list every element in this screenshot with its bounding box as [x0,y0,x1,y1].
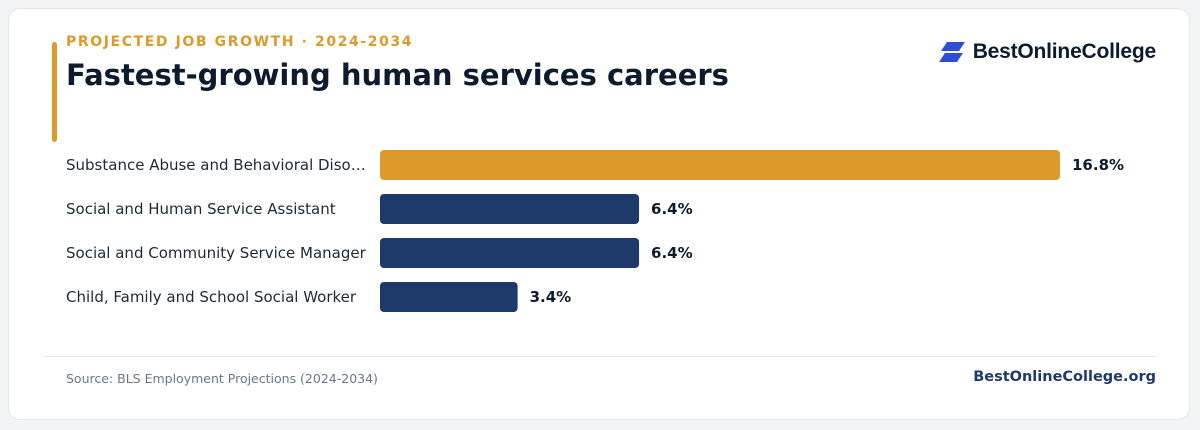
chart-title: Fastest-growing human services careers [66,58,729,92]
bar [380,150,1060,180]
value-label: 3.4% [530,288,572,306]
accent-bar [52,42,57,142]
source-note: Source: BLS Employment Projections (2024… [66,371,378,386]
stacked-parallelogram-icon [938,42,965,62]
category-label: Substance Abuse and Behavioral Diso… [66,156,366,174]
value-label: 6.4% [651,244,693,262]
category-label: Social and Community Service Manager [66,244,367,262]
brand-logo[interactable]: BestOnlineCollege [938,40,1157,64]
site-link[interactable]: BestOnlineCollege.org [973,369,1156,385]
value-label: 16.8% [1072,156,1124,174]
bar [380,282,518,312]
brand-logo-text: BestOnlineCollege [972,40,1157,63]
bar [380,194,640,224]
chart-kicker: PROJECTED JOB GROWTH · 2024-2034 [66,34,414,50]
bar [380,238,640,268]
category-label: Child, Family and School Social Worker [66,288,357,306]
value-label: 6.4% [651,200,693,218]
footer-divider [44,356,1156,357]
category-label: Social and Human Service Assistant [66,200,336,218]
